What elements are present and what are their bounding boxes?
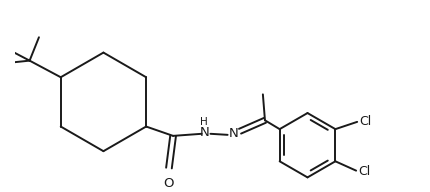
Text: Cl: Cl — [359, 115, 372, 128]
Text: H: H — [200, 117, 208, 127]
Text: N: N — [200, 126, 209, 139]
Text: Cl: Cl — [358, 165, 371, 178]
Text: N: N — [229, 127, 239, 140]
Text: O: O — [164, 177, 174, 190]
